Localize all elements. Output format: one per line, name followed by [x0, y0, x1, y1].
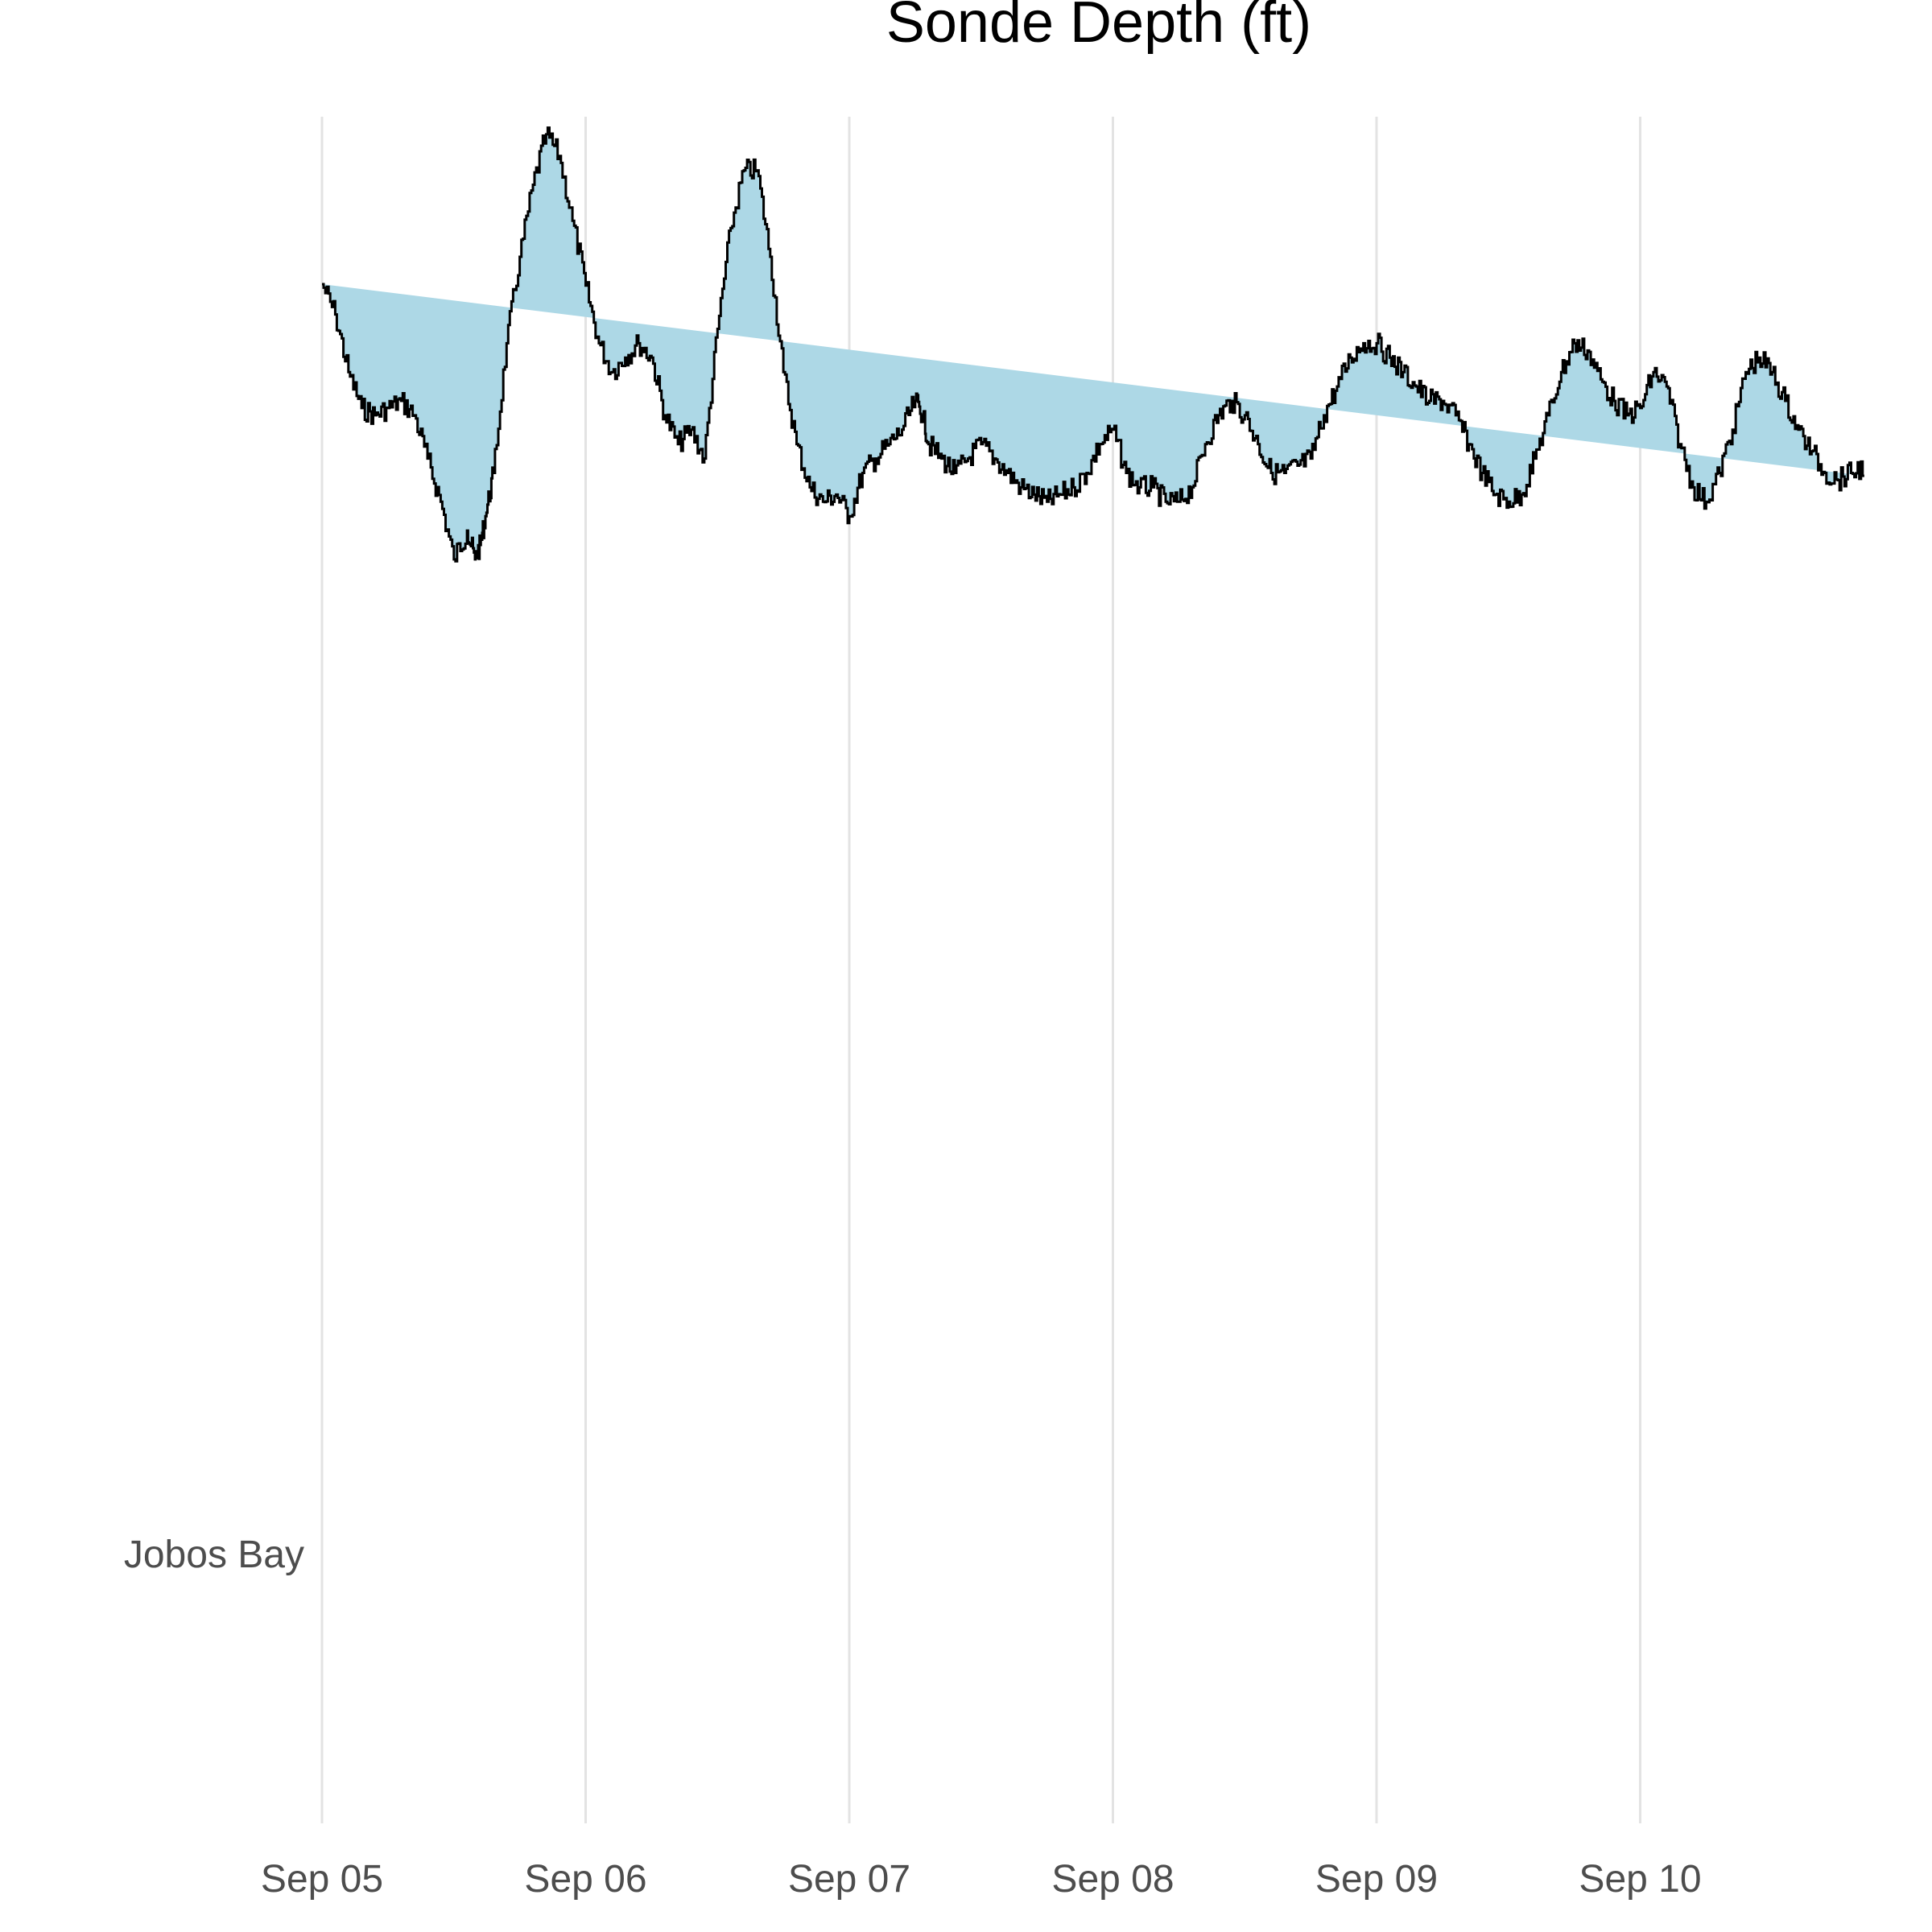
x-tick-label: Sep 07: [788, 1858, 910, 1901]
x-tick-label: Sep 09: [1315, 1858, 1438, 1901]
chart-title: Sonde Depth (ft): [886, 0, 1311, 55]
x-tick-label: Sep 05: [261, 1858, 383, 1901]
x-tick-label: Sep 06: [524, 1858, 646, 1901]
series-area-jobos-bay: [322, 127, 1864, 562]
series-layer: [322, 126, 1864, 563]
x-tick-label: Sep 10: [1579, 1858, 1701, 1901]
series-line-jobos-bay: [322, 126, 1864, 563]
x-tick-label: Sep 08: [1051, 1858, 1174, 1901]
y-tick-label: Jobos Bay: [124, 1534, 304, 1576]
y-tick-labels: Jobos Bay: [124, 1534, 304, 1576]
x-tick-labels: Sep 05 Sep 06 Sep 07 Sep 08 Sep 09 Sep 10: [261, 1858, 1702, 1901]
